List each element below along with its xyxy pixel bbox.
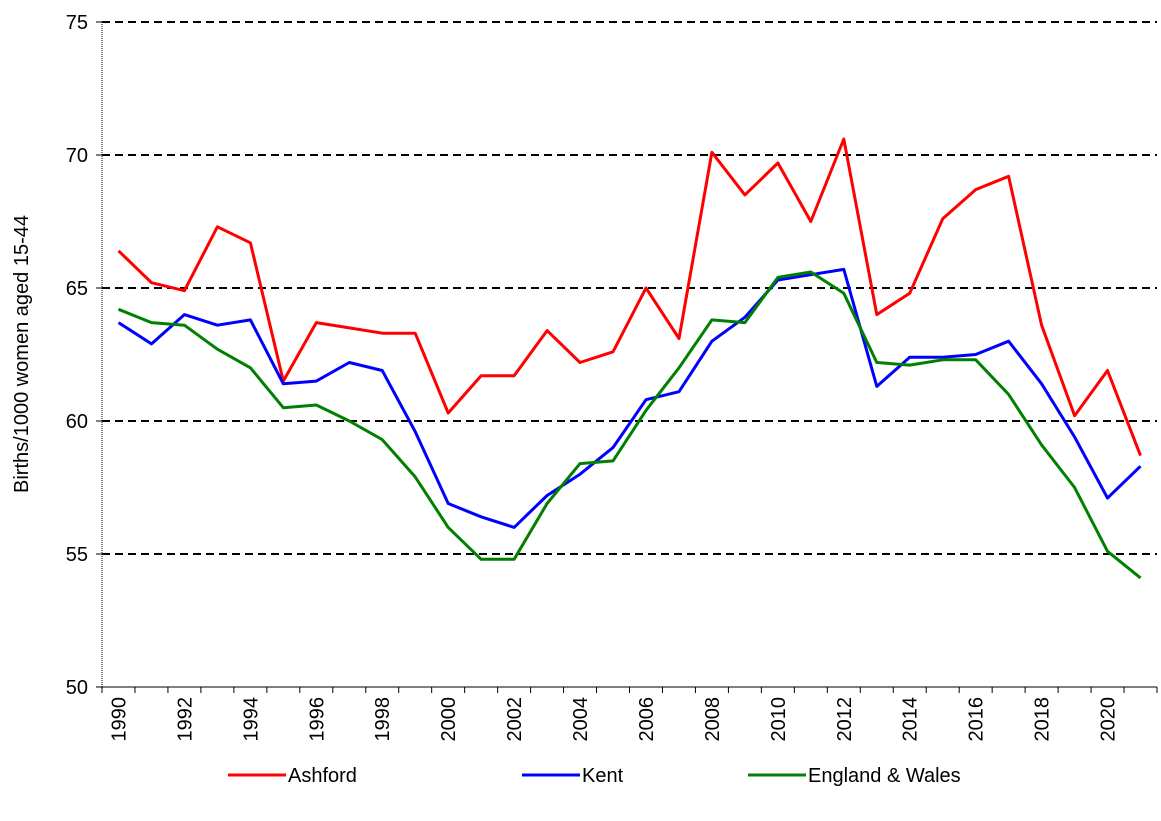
x-tick-label: 1996 xyxy=(306,697,328,742)
legend-label: England & Wales xyxy=(808,765,961,787)
legend-label: Kent xyxy=(582,765,624,787)
x-tick-label: 1990 xyxy=(108,697,130,742)
x-tick-label: 2002 xyxy=(504,697,526,742)
y-tick-label: 65 xyxy=(66,278,88,300)
x-tick-label: 2006 xyxy=(636,697,658,742)
x-tick-label: 2016 xyxy=(966,697,988,742)
line xyxy=(117,137,1142,457)
x-tick-label: 2012 xyxy=(834,697,856,742)
y-tick-label: 55 xyxy=(66,544,88,566)
x-tick-label: 1994 xyxy=(240,697,262,742)
y-tick-label: 75 xyxy=(66,12,88,34)
x-tick-label: 2014 xyxy=(900,697,922,742)
x-tick-label: 2000 xyxy=(438,697,460,742)
y-axis-label: Births/1000 women aged 15-44 xyxy=(11,215,33,493)
y-tick-label: 50 xyxy=(66,677,88,699)
x-tick-label: 1992 xyxy=(174,697,196,742)
line xyxy=(117,270,1142,580)
legend-label: Ashford xyxy=(288,765,357,787)
line xyxy=(117,267,1142,529)
x-tick-label: 2018 xyxy=(1032,697,1054,742)
y-tick-label: 60 xyxy=(66,411,88,433)
x-tick-label: 1998 xyxy=(372,697,394,742)
x-tick-label: 2020 xyxy=(1098,697,1120,742)
y-tick-label: 70 xyxy=(66,145,88,167)
x-tick-label: 2004 xyxy=(570,697,592,742)
x-tick-label: 2010 xyxy=(768,697,790,742)
x-tick-label: 2008 xyxy=(702,697,724,742)
